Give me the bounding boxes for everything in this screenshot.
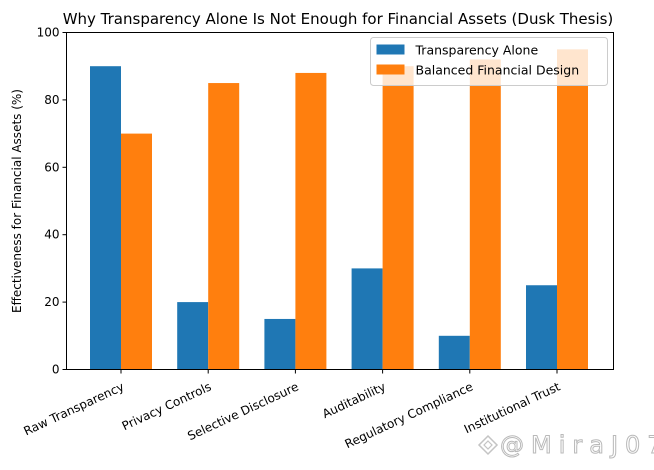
legend-label-0: Transparency Alone xyxy=(415,43,539,58)
legend: Transparency Alone Balanced Financial Des… xyxy=(370,37,608,86)
y-axis: 0 20 40 60 80 100 xyxy=(37,26,67,377)
bar-series-0-4 xyxy=(438,335,470,370)
y-tick-label-0: 0 xyxy=(52,363,60,377)
legend-swatch-0 xyxy=(376,44,405,55)
watermark-text: @MiraJ07 xyxy=(500,431,654,459)
bar-series-1-2 xyxy=(295,72,327,370)
diamond-logo-icon xyxy=(477,434,499,456)
bars-group xyxy=(90,49,588,370)
legend-swatch-1 xyxy=(376,64,405,75)
legend-label-1: Balanced Financial Design xyxy=(416,63,580,78)
y-tick-label-3: 60 xyxy=(44,160,59,174)
bar-series-1-1 xyxy=(208,83,240,370)
y-axis-title: Effectiveness for Financial Assets (%) xyxy=(10,89,24,313)
bar-series-0-5 xyxy=(526,285,557,370)
bar-series-1-0 xyxy=(121,133,152,370)
bar-series-1-5 xyxy=(557,49,588,370)
chart-title: Why Transparency Alone Is Not Enough for… xyxy=(63,10,614,28)
bar-series-0-0 xyxy=(90,66,121,370)
bar-series-0-3 xyxy=(351,268,383,370)
bar-series-1-4 xyxy=(469,59,501,370)
y-tick-label-5: 100 xyxy=(37,26,60,40)
watermark: @MiraJ07 xyxy=(477,431,654,460)
bar-series-0-1 xyxy=(177,302,209,370)
y-tick-label-1: 20 xyxy=(44,295,59,309)
bar-series-1-3 xyxy=(382,66,414,370)
y-tick-label-2: 40 xyxy=(44,228,59,242)
plot-frame xyxy=(66,32,614,370)
bar-series-0-2 xyxy=(264,318,296,370)
y-tick-label-4: 80 xyxy=(44,93,59,107)
legend-box xyxy=(370,37,608,86)
